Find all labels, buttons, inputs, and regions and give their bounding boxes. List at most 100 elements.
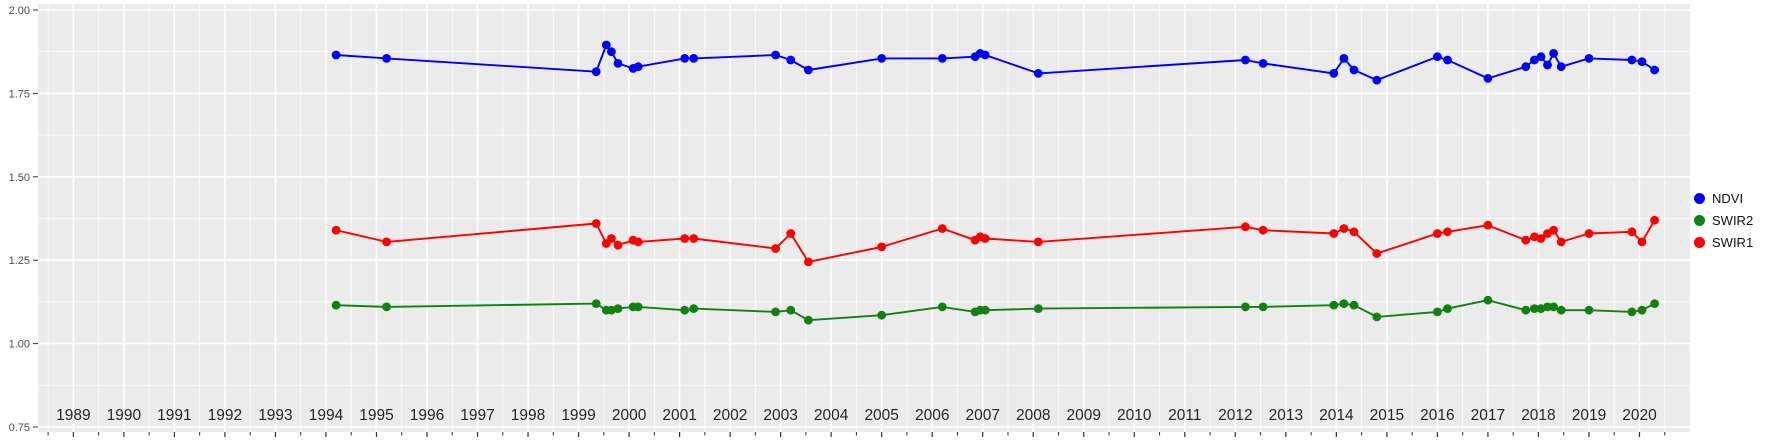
x-tick-label: 2007 bbox=[965, 407, 999, 424]
x-tick-label: 1993 bbox=[258, 407, 292, 424]
data-point-ndvi bbox=[771, 50, 780, 60]
legend-label: SWIR2 bbox=[1712, 213, 1754, 228]
data-point-swir2 bbox=[382, 302, 391, 312]
data-point-ndvi bbox=[1349, 65, 1359, 75]
x-tick-label: 2016 bbox=[1420, 407, 1454, 424]
data-point-swir1 bbox=[1650, 215, 1659, 225]
data-point-swir1 bbox=[1549, 225, 1558, 235]
data-point-swir2 bbox=[633, 302, 643, 312]
x-tick-label: 1992 bbox=[208, 407, 242, 424]
data-point-swir1 bbox=[1033, 237, 1043, 247]
legend-marker-icon bbox=[1694, 215, 1705, 226]
x-tick-label: 1990 bbox=[107, 407, 142, 424]
x-tick-label: 2015 bbox=[1370, 407, 1404, 424]
data-point-ndvi bbox=[1033, 69, 1043, 78]
data-point-swir1 bbox=[877, 242, 887, 252]
data-point-swir1 bbox=[1627, 227, 1637, 237]
data-point-ndvi bbox=[591, 67, 601, 77]
x-tick-label: 2017 bbox=[1471, 407, 1505, 424]
data-point-ndvi bbox=[1241, 55, 1250, 65]
data-point-swir2 bbox=[1627, 307, 1637, 317]
data-point-ndvi bbox=[1650, 65, 1659, 75]
data-point-swir1 bbox=[613, 240, 623, 250]
data-point-swir1 bbox=[1530, 232, 1539, 242]
data-point-swir1 bbox=[1536, 234, 1546, 243]
data-point-swir2 bbox=[1433, 307, 1442, 317]
legend: NDVI SWIR2 SWIR1 bbox=[1694, 190, 1753, 251]
data-point-ndvi bbox=[1329, 69, 1339, 78]
data-point-swir1 bbox=[1521, 235, 1531, 245]
data-point-swir1 bbox=[591, 219, 601, 228]
data-point-ndvi bbox=[786, 55, 796, 65]
data-point-ndvi bbox=[937, 54, 947, 63]
data-point-swir2 bbox=[591, 299, 601, 308]
data-point-swir2 bbox=[1556, 305, 1566, 315]
data-point-ndvi bbox=[1637, 57, 1647, 67]
data-point-swir2 bbox=[1584, 305, 1594, 315]
data-point-ndvi bbox=[601, 40, 611, 50]
data-point-swir2 bbox=[771, 307, 780, 317]
data-point-ndvi bbox=[1543, 60, 1552, 70]
x-tick-label: 2014 bbox=[1319, 407, 1354, 424]
data-point-ndvi bbox=[1443, 55, 1452, 65]
data-point-swir2 bbox=[1241, 302, 1250, 312]
data-point-swir1 bbox=[1483, 220, 1493, 230]
x-tick-label: 2006 bbox=[915, 407, 949, 424]
data-point-ndvi bbox=[1530, 55, 1539, 65]
data-point-swir1 bbox=[937, 224, 947, 233]
data-point-ndvi bbox=[1584, 54, 1594, 63]
data-point-swir2 bbox=[1339, 299, 1349, 308]
data-point-swir1 bbox=[771, 244, 780, 253]
data-point-swir1 bbox=[1372, 249, 1382, 258]
data-point-ndvi bbox=[1483, 74, 1493, 83]
data-point-swir2 bbox=[1530, 304, 1539, 313]
data-point-ndvi bbox=[1339, 54, 1349, 63]
data-point-swir1 bbox=[680, 234, 690, 243]
x-tick-label: 1989 bbox=[56, 407, 90, 424]
legend-marker-icon bbox=[1694, 237, 1705, 248]
data-point-ndvi bbox=[980, 50, 990, 60]
data-point-swir2 bbox=[613, 304, 623, 313]
y-tick-label: 1.75 bbox=[9, 88, 30, 100]
data-point-ndvi bbox=[680, 54, 690, 63]
data-point-swir2 bbox=[1650, 299, 1659, 308]
x-tick-label: 2011 bbox=[1168, 407, 1201, 424]
y-tick-label: 1.25 bbox=[9, 255, 30, 267]
x-tick-label: 1997 bbox=[460, 407, 494, 424]
legend-label: NDVI bbox=[1712, 191, 1744, 206]
data-point-swir2 bbox=[1549, 302, 1558, 312]
data-point-swir2 bbox=[1329, 300, 1339, 310]
data-point-swir2 bbox=[937, 302, 947, 312]
x-tick-label: 1995 bbox=[359, 407, 393, 424]
data-point-swir1 bbox=[786, 229, 796, 238]
data-point-swir2 bbox=[877, 310, 887, 320]
data-point-swir1 bbox=[607, 234, 616, 243]
data-point-swir1 bbox=[689, 234, 699, 243]
data-point-swir1 bbox=[1443, 227, 1452, 237]
legend-marker-icon bbox=[1694, 193, 1705, 204]
x-tick-label: 2012 bbox=[1218, 407, 1252, 424]
legend-item-swir1: SWIR1 bbox=[1694, 234, 1753, 251]
x-tick-label: 2008 bbox=[1016, 407, 1050, 424]
data-point-ndvi bbox=[331, 50, 341, 60]
data-point-ndvi bbox=[1372, 75, 1382, 85]
data-point-swir2 bbox=[1349, 300, 1359, 310]
data-point-swir2 bbox=[680, 305, 690, 315]
x-tick-label: 2004 bbox=[814, 407, 849, 424]
y-tick-label: 1.50 bbox=[9, 172, 30, 184]
x-tick-label: 1999 bbox=[561, 407, 595, 424]
data-point-ndvi bbox=[1521, 62, 1531, 72]
data-point-swir1 bbox=[1637, 237, 1647, 247]
data-point-swir1 bbox=[1349, 227, 1359, 237]
data-point-ndvi bbox=[1433, 52, 1442, 62]
x-tick-label: 2002 bbox=[713, 407, 747, 424]
data-point-swir2 bbox=[1543, 302, 1552, 312]
data-point-swir1 bbox=[382, 237, 391, 247]
data-point-swir1 bbox=[1339, 224, 1349, 233]
data-point-swir1 bbox=[1584, 229, 1594, 238]
data-point-ndvi bbox=[1536, 52, 1546, 62]
x-tick-label: 2001 bbox=[662, 407, 696, 424]
data-point-swir2 bbox=[980, 305, 990, 315]
data-point-swir2 bbox=[1637, 305, 1647, 315]
